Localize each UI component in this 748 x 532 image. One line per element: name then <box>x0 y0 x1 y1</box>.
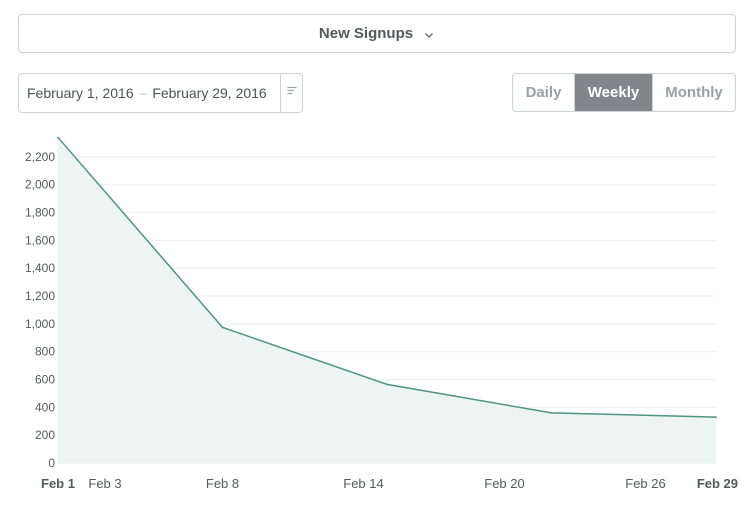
y-tick-label: 1,000 <box>25 317 55 331</box>
y-tick-label: 600 <box>35 373 55 387</box>
series-area-fill <box>58 137 716 463</box>
y-tick-label: 400 <box>35 400 55 414</box>
date-range-separator: – <box>139 86 147 100</box>
signups-chart: 0 200 400 600 800 1,000 1,200 1,400 1,600 1,800 2,… <box>25 136 738 491</box>
y-tick-label: 200 <box>35 428 55 442</box>
y-tick-label: 2,000 <box>25 178 55 192</box>
x-tick-label: Feb 14 <box>343 476 383 491</box>
period-toggle-group: Daily Weekly Monthly <box>512 73 736 112</box>
x-tick-label: Feb 8 <box>206 476 239 491</box>
y-tick-label: 1,200 <box>25 289 55 303</box>
date-range-text[interactable]: February 1, 2016 – February 29, 2016 <box>19 85 280 101</box>
data-point <box>715 416 717 418</box>
x-tick-label: Feb 3 <box>88 476 121 491</box>
filter-lines-icon <box>286 84 298 102</box>
x-tick-label: Feb 1 <box>41 476 75 491</box>
data-point <box>57 136 59 139</box>
y-tick-label: 1,800 <box>25 206 55 220</box>
chevron-down-icon <box>423 28 435 40</box>
chart-area-layer <box>57 136 717 463</box>
y-tick-label: 0 <box>48 456 55 470</box>
x-tick-label: Feb 20 <box>484 476 524 491</box>
metric-selector[interactable]: New Signups <box>18 14 736 53</box>
date-range-end: February 29, 2016 <box>152 85 267 101</box>
y-tick-label: 2,200 <box>25 150 55 164</box>
data-point <box>386 383 388 386</box>
x-axis-ticks: Feb 1 Feb 3 Feb 8 Feb 14 Feb 20 Feb 26 Feb 29 <box>41 476 738 491</box>
weekly-button[interactable]: Weekly <box>574 74 652 111</box>
daily-button[interactable]: Daily <box>525 84 562 101</box>
x-tick-label: Feb 26 <box>625 476 665 491</box>
metric-selector-label: New Signups <box>318 25 414 42</box>
y-axis-ticks: 0 200 400 600 800 1,000 1,200 1,400 1,600 1,800 2,… <box>25 150 55 470</box>
data-point <box>221 326 224 329</box>
y-tick-label: 1,400 <box>25 261 55 275</box>
date-range-start: February 1, 2016 <box>27 85 134 101</box>
date-range-picker[interactable]: February 1, 2016 – February 29, 2016 <box>18 73 303 113</box>
y-tick-label: 800 <box>35 345 55 359</box>
monthly-button[interactable]: Monthly <box>652 74 735 111</box>
date-range-options-button[interactable] <box>280 74 302 112</box>
y-tick-label: 1,600 <box>25 233 55 247</box>
x-tick-label: Feb 29 <box>697 476 738 491</box>
data-point <box>550 412 553 414</box>
